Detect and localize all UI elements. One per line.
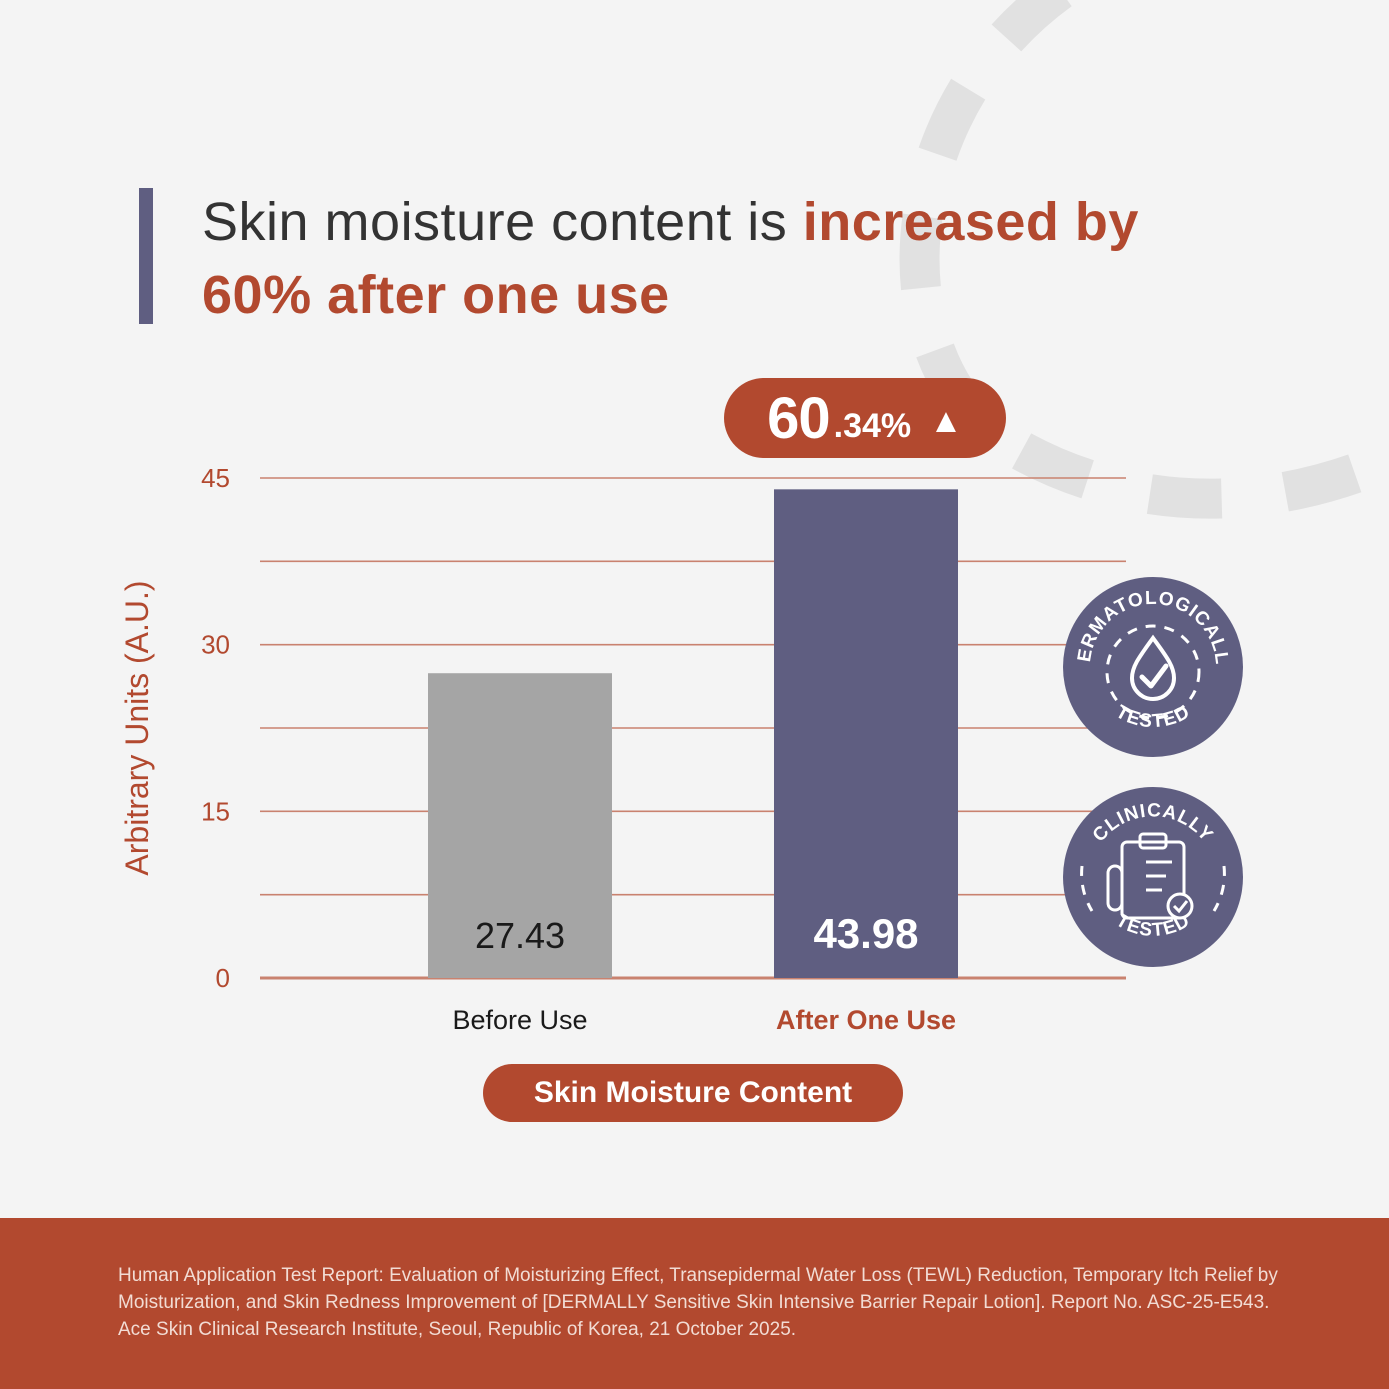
clinically-tested-seal: CLINICALLY TESTED <box>1063 787 1243 967</box>
y-tick-label: 30 <box>201 630 230 660</box>
clipboard-test-icon <box>1106 832 1194 920</box>
y-tick-label: 15 <box>201 796 230 826</box>
headline: Skin moisture content is increased by 60%… <box>202 186 1282 332</box>
y-tick-label: 45 <box>201 463 230 493</box>
increase-badge-decimal: .34% <box>833 406 912 445</box>
headline-accent-bar <box>139 188 153 324</box>
headline-highlight-2: 60% after one use <box>202 265 670 325</box>
headline-highlight-1: increased by <box>802 192 1139 252</box>
increase-badge: 60.34% ▲ <box>724 378 1006 458</box>
up-triangle-icon: ▲ <box>929 401 963 440</box>
legend-pill: Skin Moisture Content <box>483 1064 903 1122</box>
bar-0 <box>428 673 612 978</box>
headline-plain: Skin moisture content is <box>202 192 803 252</box>
dermatologically-tested-seal: DERMATOLOGICALLY TESTED <box>1062 576 1243 757</box>
increase-badge-integer: 60 <box>767 385 831 451</box>
x-category-label: Before Use <box>452 1005 587 1035</box>
bar-value-label: 27.43 <box>475 915 565 956</box>
x-category-label: After One Use <box>776 1005 956 1035</box>
bar-1 <box>774 489 958 978</box>
y-tick-label: 0 <box>216 963 230 993</box>
bar-value-label: 43.98 <box>813 910 918 957</box>
footer-citation: Human Application Test Report: Evaluatio… <box>118 1265 1278 1340</box>
footer: Human Application Test Report: Evaluatio… <box>0 1218 1389 1389</box>
drop-check-icon <box>1129 634 1177 701</box>
y-axis-label: Arbitrary Units (A.U.) <box>119 580 155 875</box>
